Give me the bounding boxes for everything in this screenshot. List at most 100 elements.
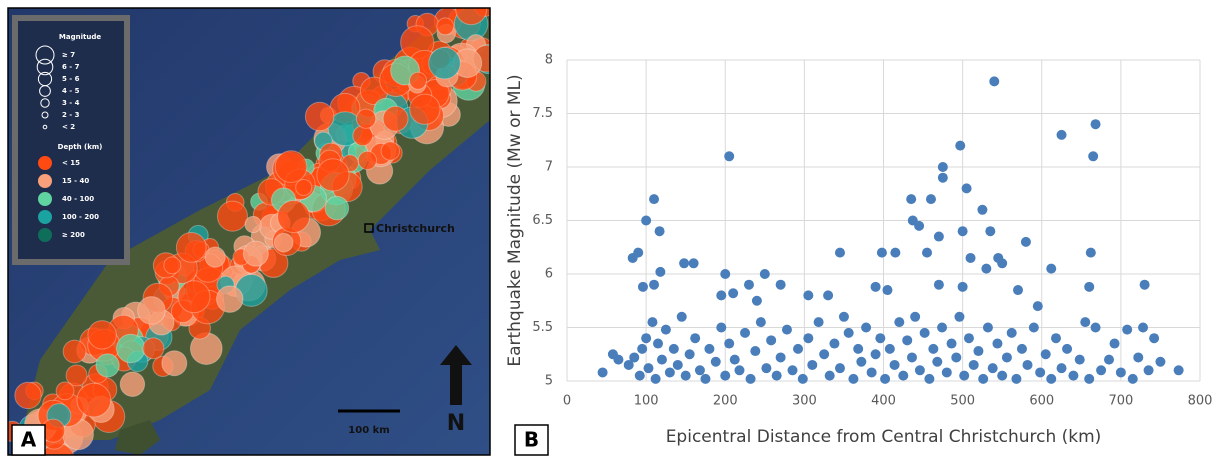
city-label: Christchurch [376, 222, 455, 235]
point [751, 295, 762, 306]
point [925, 194, 936, 205]
x-tick-label: 300 [792, 394, 817, 409]
point [761, 363, 772, 374]
point [824, 370, 835, 381]
point [1050, 333, 1061, 344]
point [997, 370, 1008, 381]
point [766, 335, 777, 346]
point [597, 367, 608, 378]
point [743, 279, 754, 290]
point [955, 140, 966, 151]
point [771, 370, 782, 381]
point [803, 333, 814, 344]
point [919, 327, 930, 338]
point [1006, 327, 1017, 338]
quake [409, 71, 428, 90]
legend-color [38, 228, 52, 242]
point [914, 365, 925, 376]
legend-size [40, 98, 50, 108]
point [803, 290, 814, 301]
legend-size [41, 111, 49, 119]
north-label: N [447, 411, 465, 436]
point [1062, 343, 1073, 354]
point [957, 281, 968, 292]
point [720, 269, 731, 279]
point [880, 373, 891, 384]
x-tick-label: 200 [713, 394, 738, 409]
legend-title: Magnitude [59, 33, 101, 41]
point [1143, 365, 1154, 376]
point [890, 247, 901, 258]
point [982, 322, 993, 333]
point [694, 365, 705, 376]
point [688, 258, 699, 269]
legend-label: 6 - 7 [62, 63, 80, 71]
quake [76, 382, 112, 418]
point [716, 322, 727, 333]
point [1109, 338, 1120, 349]
point [823, 290, 834, 301]
city-marker [364, 223, 374, 233]
point [870, 281, 881, 292]
point [922, 247, 933, 258]
point [987, 363, 998, 374]
panel-label-box [514, 424, 549, 456]
quake [142, 337, 165, 360]
point [829, 338, 840, 349]
point [613, 354, 624, 365]
point [961, 183, 972, 194]
quake [428, 46, 461, 80]
legend-size [36, 58, 54, 76]
point [797, 373, 808, 384]
quake [216, 200, 248, 232]
point [853, 343, 864, 354]
point [634, 370, 645, 381]
point [781, 324, 792, 335]
point [728, 288, 739, 299]
y-tick-label: 8 [545, 53, 553, 68]
point [968, 359, 979, 370]
point [932, 356, 943, 367]
point [959, 370, 970, 381]
legend-size [35, 45, 55, 65]
north-arrow [440, 345, 472, 405]
point [992, 338, 1003, 349]
point [882, 285, 893, 296]
quake [316, 158, 350, 192]
point [775, 352, 786, 363]
quake [355, 108, 377, 129]
point [643, 363, 654, 374]
point [1104, 354, 1115, 365]
point [985, 226, 996, 237]
point [655, 266, 666, 277]
point [668, 343, 679, 354]
point [1020, 236, 1031, 247]
point [933, 231, 944, 242]
quake [177, 280, 211, 314]
point [704, 343, 715, 354]
point [1149, 333, 1160, 344]
point [848, 373, 859, 384]
point [700, 373, 711, 384]
legend-label: 5 - 6 [62, 75, 80, 83]
legend-color [38, 174, 52, 188]
point [978, 373, 989, 384]
scatter-chart: 5 5.5 6 6.5 7 7.5 8 0 100 200 300 400 500 600 700 800 Ep… [505, 53, 1212, 448]
point [1080, 317, 1091, 328]
map-frame [7, 7, 491, 456]
map-quakes [8, 8, 490, 455]
point [740, 327, 751, 338]
quake [216, 285, 244, 313]
legend-label: 100 - 200 [62, 213, 99, 221]
x-tick-label: 600 [1029, 394, 1054, 409]
point [1127, 373, 1138, 384]
point [981, 263, 992, 274]
point [889, 359, 900, 370]
point [906, 352, 917, 363]
point [1155, 356, 1166, 367]
legend-label: ≥ 7 [62, 51, 75, 59]
point [1133, 352, 1144, 363]
point [664, 367, 675, 378]
point [946, 338, 957, 349]
quake [380, 141, 400, 161]
